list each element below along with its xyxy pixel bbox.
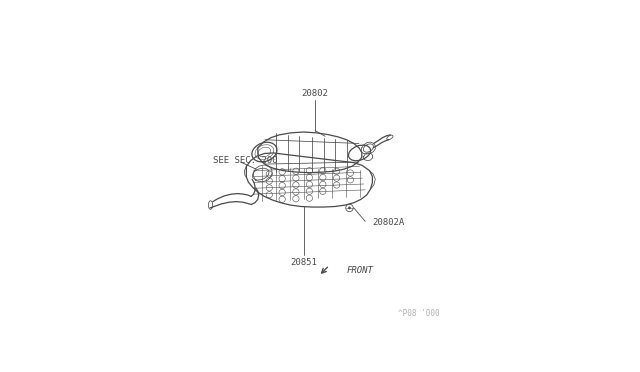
Text: SEE SEC. 200: SEE SEC. 200	[213, 156, 278, 165]
Text: ^P08 '000: ^P08 '000	[398, 309, 440, 318]
Text: 20802A: 20802A	[372, 218, 404, 227]
Circle shape	[348, 207, 351, 209]
Text: FRONT: FRONT	[347, 266, 374, 275]
Text: 20802: 20802	[301, 89, 328, 97]
Text: 20851: 20851	[290, 258, 317, 267]
